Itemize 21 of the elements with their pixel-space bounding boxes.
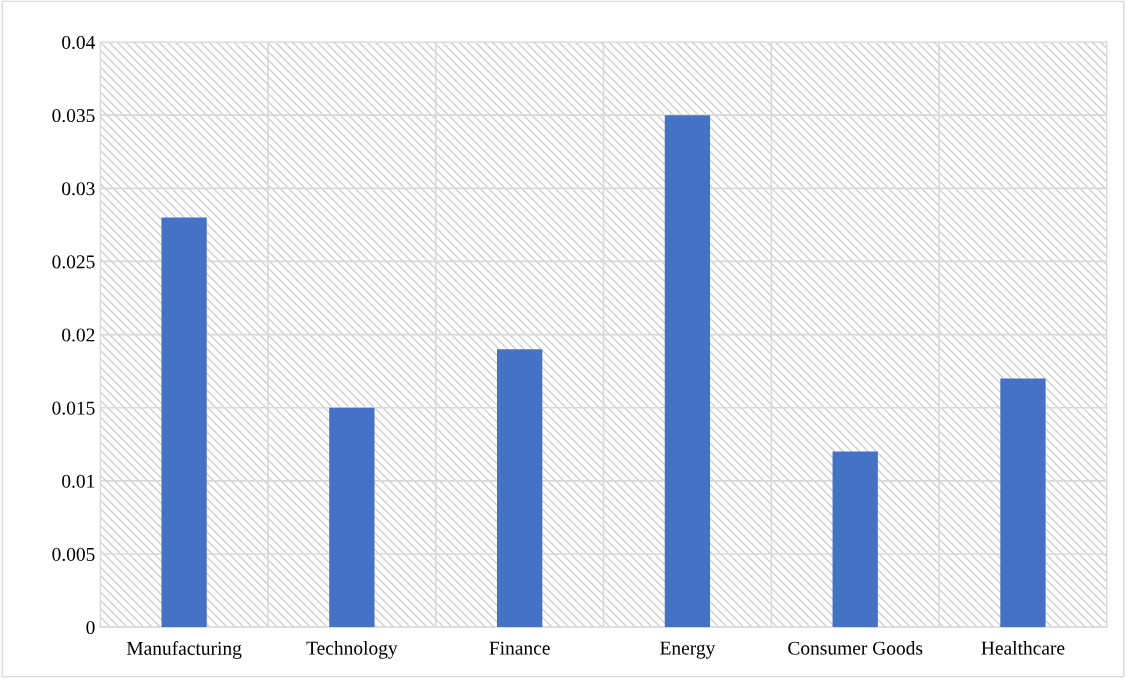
bar [497, 349, 543, 628]
bar [1000, 378, 1046, 628]
x-tick-label: Consumer Goods [788, 641, 923, 655]
y-tick-label: 0.04 [62, 35, 96, 50]
bar [161, 217, 207, 628]
y-tick-label: 0.03 [62, 182, 95, 196]
x-tick-label: Healthcare [981, 641, 1065, 655]
x-tick-label: Technology [306, 641, 398, 659]
y-tick-label: 0.025 [52, 255, 95, 269]
y-tick-label: 0 [86, 620, 95, 635]
y-tick-label: 0.005 [52, 547, 95, 562]
x-tick-label: Manufacturing [126, 641, 242, 659]
bar [329, 407, 375, 628]
y-tick-label: 0.035 [52, 108, 95, 123]
y-tick-label: 0.01 [62, 474, 95, 488]
y-tick-label: 0.02 [62, 328, 95, 342]
x-tick-label: Energy [660, 641, 716, 659]
x-tick-label: Finance [489, 641, 550, 655]
bar [832, 451, 878, 628]
bar [664, 115, 711, 628]
y-tick-label: 0.015 [52, 401, 95, 415]
